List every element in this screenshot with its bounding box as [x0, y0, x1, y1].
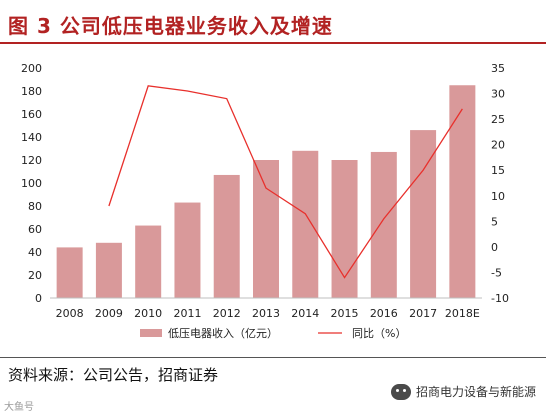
wechat-icon: [390, 383, 411, 400]
bar: [135, 225, 162, 298]
watermark-text: 大鱼号: [4, 402, 34, 413]
legend-label-bar: 低压电器收入（亿元）: [168, 326, 278, 340]
x-axis-tick-label: 2012: [213, 307, 241, 320]
title-divider: [0, 42, 546, 44]
x-axis-tick-label: 2016: [370, 307, 398, 320]
source-divider: [0, 357, 546, 358]
x-axis-tick-label: 2014: [291, 307, 319, 320]
left-axis-tick-label: 40: [28, 246, 42, 259]
right-axis-tick-label: 35: [491, 62, 505, 75]
left-axis-tick-label: 120: [21, 154, 42, 167]
bar: [174, 202, 201, 298]
bar: [331, 160, 358, 298]
x-axis-tick-label: 2011: [173, 307, 201, 320]
x-axis-tick-label: 2013: [252, 307, 280, 320]
left-axis-tick-label: 0: [35, 292, 42, 305]
brand-badge: 招商电力设备与新能源: [390, 383, 536, 400]
bar: [56, 247, 83, 298]
right-axis-tick-label: 15: [491, 164, 505, 177]
x-axis-tick-label: 2010: [134, 307, 162, 320]
left-axis-tick-label: 80: [28, 200, 42, 213]
growth-line: [108, 85, 463, 279]
left-axis-tick-label: 140: [21, 131, 42, 144]
x-axis-tick-label: 2017: [409, 307, 437, 320]
left-axis-tick-label: 200: [21, 62, 42, 75]
right-axis-tick-label: 10: [491, 190, 505, 203]
x-axis-tick-label: 2009: [95, 307, 123, 320]
right-axis-tick-label: 30: [491, 88, 505, 101]
figure-title: 图 3 公司低压电器业务收入及增速: [8, 14, 333, 38]
chart-area: 0 20 40 60 80 100 120 140 160 180 200 -10 -5 0 5 10 15 20…: [21, 62, 509, 340]
legend-swatch-bar: [140, 329, 162, 337]
left-axis-tick-label: 60: [28, 223, 42, 236]
bar: [292, 150, 319, 298]
brand-name: 招商电力设备与新能源: [415, 385, 536, 399]
bar: [253, 160, 279, 298]
bar: [410, 130, 437, 298]
left-axis-tick-label: 180: [21, 85, 42, 98]
left-axis-tick-label: 100: [21, 177, 42, 190]
right-axis-tick-label: 0: [491, 241, 498, 254]
right-axis-tick-label: 25: [491, 113, 505, 126]
legend-label-line: 同比（%）: [352, 327, 406, 340]
x-axis-tick-label: 2008: [56, 307, 84, 320]
bar: [370, 151, 397, 298]
right-axis-tick-label: 20: [491, 139, 505, 152]
left-axis-tick-label: 160: [21, 108, 42, 121]
right-axis-tick-label: -10: [491, 292, 509, 305]
x-axis-tick-label: 2015: [331, 307, 359, 320]
bar: [449, 85, 476, 298]
right-axis-tick-label: 5: [491, 215, 498, 228]
x-axis-tick-label: 2018E: [445, 307, 480, 320]
bar: [213, 174, 240, 298]
source-note: 资料来源：公司公告，招商证券: [8, 366, 219, 384]
bar: [95, 242, 122, 298]
right-axis-tick-label: -5: [491, 266, 502, 279]
left-axis-tick-label: 20: [28, 269, 42, 282]
